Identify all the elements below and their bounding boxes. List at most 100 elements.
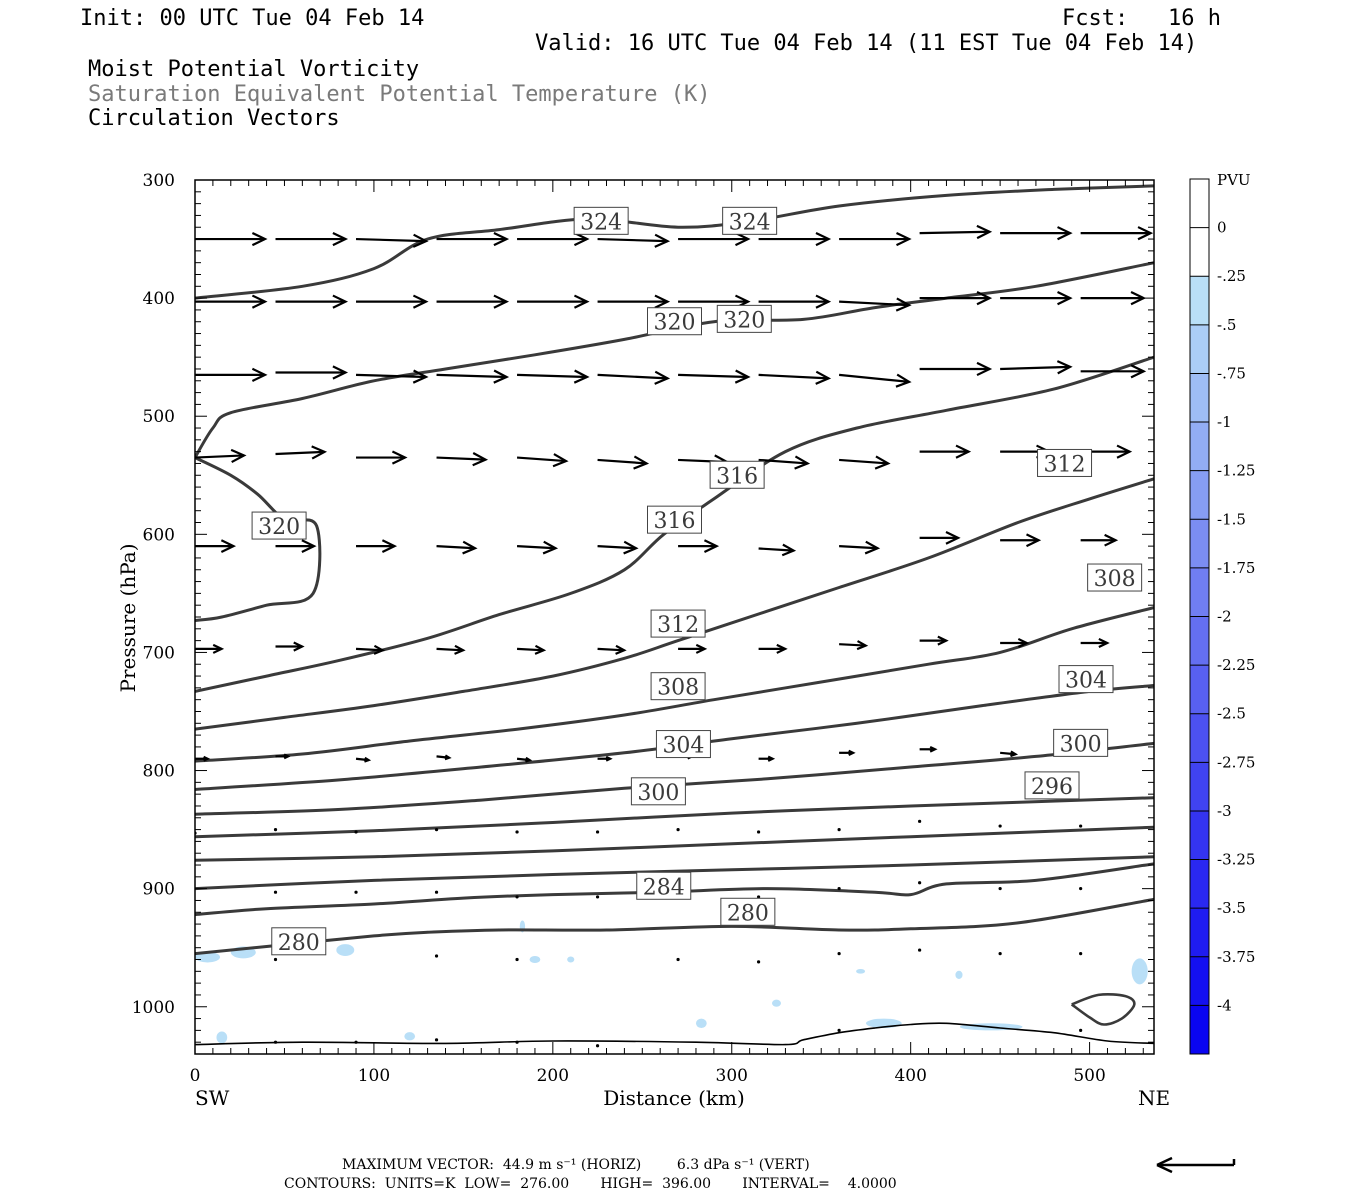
vector-head — [781, 543, 797, 557]
field-title-theta-es: Saturation Equivalent Potential Temperat… — [88, 82, 711, 107]
circulation-vector — [758, 231, 832, 247]
circulation-vector — [1080, 291, 1147, 306]
contour-label: 300 — [1053, 728, 1109, 757]
circulation-vector — [434, 954, 439, 958]
colorbar-label: -2 — [1217, 608, 1232, 626]
y-tick-label: 800 — [143, 762, 175, 782]
colorbar-segment — [1190, 276, 1209, 326]
circulation-vectors — [195, 224, 1154, 1048]
pv-colorbar: 0 -.25 -.5 -.75 -1 -1.25 -1.5 -1.75 -2 -2.25 -2.5 -… — [1189, 171, 1255, 1055]
contour-label: 280 — [720, 897, 776, 926]
pv-patch — [404, 1032, 416, 1041]
vector-head — [1057, 226, 1073, 241]
circulation-vector — [595, 1044, 600, 1048]
y-tick-label: 300 — [143, 171, 175, 191]
circulation-vector — [356, 539, 398, 553]
circulation-vector — [273, 890, 278, 894]
circulation-vector — [436, 452, 489, 467]
vector-shaft — [1000, 365, 1071, 371]
theta-es-contour — [195, 862, 1154, 917]
vector-head — [251, 367, 268, 382]
vector-head — [695, 643, 708, 654]
circulation-vector — [597, 233, 671, 248]
vector-head — [874, 455, 891, 470]
colorbar-segment — [1190, 810, 1209, 861]
vector-head — [1026, 533, 1042, 548]
circulation-vector — [355, 644, 386, 655]
y-tick-label: 500 — [143, 407, 175, 427]
vector-head — [525, 756, 533, 763]
vector-head — [212, 643, 225, 654]
circulation-vector — [676, 957, 680, 962]
circulation-vector — [998, 887, 1002, 891]
circulation-vector — [355, 756, 372, 763]
y-tick-label: 1000 — [132, 998, 175, 1018]
vector-dot — [1079, 887, 1083, 891]
circulation-vector — [275, 539, 317, 553]
vector-head — [373, 644, 386, 655]
vector-dot — [918, 948, 922, 952]
circulation-vector — [195, 231, 268, 247]
contour-label-text: 308 — [1094, 567, 1136, 592]
pv-patch — [336, 944, 355, 956]
vector-head — [976, 361, 993, 377]
x-tick-label: 500 — [1073, 1066, 1105, 1086]
vector-head — [493, 294, 510, 309]
circulation-vector — [1079, 1028, 1083, 1032]
circulation-vector — [515, 1040, 519, 1044]
axis-ticks: 300 400 500 600 700 800 900 1000 0 100 200 300 400 50… — [132, 171, 1154, 1086]
colorbar-segment — [1190, 616, 1209, 666]
circulation-vector — [436, 540, 478, 555]
vector-shaft — [597, 647, 625, 652]
colorbar-segment — [1190, 956, 1209, 1006]
theta-es-contour — [195, 825, 1154, 862]
vector-head — [734, 231, 751, 247]
vector-head — [412, 233, 429, 248]
contour-label: 320 — [647, 307, 702, 336]
vector-head — [976, 291, 993, 306]
vector-head — [815, 370, 832, 385]
vector-dot — [676, 827, 680, 832]
contour-label: 312 — [1037, 448, 1093, 477]
circulation-vector — [275, 294, 349, 309]
contour-label: 304 — [1058, 665, 1114, 694]
vector-dot — [756, 960, 761, 964]
circulation-vector — [839, 749, 856, 756]
theta-es-contour — [195, 897, 1154, 956]
contour-label-text: 320 — [723, 308, 765, 333]
vector-dot — [354, 890, 358, 894]
contour-label-box — [650, 609, 706, 638]
colorbar-label: -2.5 — [1217, 705, 1246, 723]
vector-dot — [756, 895, 761, 899]
vector-shaft — [839, 300, 910, 307]
contour-label-text: 300 — [637, 781, 679, 806]
vector-head — [1137, 226, 1154, 241]
circulation-vector — [195, 294, 268, 309]
contour-label: 320 — [251, 511, 307, 540]
vector-dot — [515, 895, 519, 899]
circulation-vector — [758, 294, 832, 309]
vector-head — [412, 369, 429, 384]
vector-head — [654, 294, 671, 309]
colorbar-label: -.25 — [1217, 267, 1246, 285]
vector-head — [615, 644, 627, 655]
pv-patch — [955, 970, 963, 980]
contour-info-note: CONTOURS: UNITS=K LOW= 276.00 HIGH= 396.… — [284, 1176, 897, 1192]
vector-head — [573, 294, 590, 309]
circulation-vector — [195, 448, 247, 464]
circulation-vector — [919, 291, 993, 306]
contour-label: 280 — [271, 927, 327, 956]
theta-es-contour — [195, 184, 1154, 300]
vector-dot — [273, 890, 278, 894]
circulation-vector — [1080, 364, 1147, 379]
theta-es-contour — [195, 355, 1154, 693]
contour-label-text: 304 — [662, 734, 704, 759]
x-tick-label: 100 — [358, 1066, 390, 1086]
contour-label-text: 300 — [1060, 732, 1102, 757]
vector-dot — [595, 895, 600, 899]
vector-head — [220, 539, 237, 553]
vector-dot — [676, 957, 680, 962]
contour-label-box — [630, 777, 686, 806]
vector-head — [493, 369, 510, 384]
vector-dot — [434, 890, 439, 894]
